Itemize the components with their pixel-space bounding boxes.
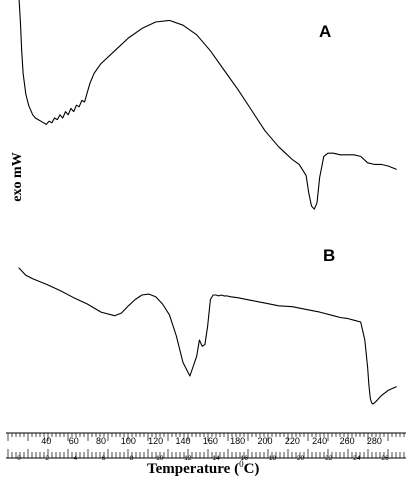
panel-a-label: A: [319, 22, 331, 41]
x-minor-tick-label: 12: [184, 455, 192, 462]
x-axis-label-tail: C): [244, 461, 260, 477]
x-tick-label: 80: [96, 436, 106, 446]
x-tick-label: 220: [285, 436, 300, 446]
x-tick-label: 40: [41, 436, 51, 446]
curves-group: [18, 0, 397, 405]
x-tick-label: 60: [69, 436, 79, 446]
panel-b-label: B: [323, 246, 335, 265]
x-minor-tick-label: 14: [212, 455, 220, 462]
x-tick-label: 100: [121, 436, 136, 446]
x-tick-label: 120: [148, 436, 163, 446]
y-axis-label: exo mW: [10, 152, 25, 201]
x-tick-label: 280: [367, 436, 382, 446]
x-tick-label: 160: [203, 436, 218, 446]
x-minor-tick-label: 16: [241, 455, 249, 462]
x-minor-tick-label: 6: [102, 455, 106, 462]
x-minor-tick-label: 0: [17, 455, 21, 462]
x-minor-tick-label: 22: [325, 455, 333, 462]
x-minor-tick-label: 18: [269, 455, 277, 462]
x-tick-label: 140: [175, 436, 190, 446]
x-axis-label-main: Temperature (: [147, 461, 239, 477]
x-tick-label: 200: [257, 436, 272, 446]
x-minor-tick-label: 26: [381, 455, 389, 462]
x-tick-label: 260: [340, 436, 355, 446]
x-minor-tick-label: 2: [45, 455, 49, 462]
x-tick-label: 240: [312, 436, 327, 446]
x-minor-tick-label: 4: [73, 455, 77, 462]
x-minor-tick-label: 10: [156, 455, 164, 462]
x-minor-tick-label: 24: [353, 455, 361, 462]
x-minor-tick-label: 8: [130, 455, 134, 462]
x-axis-label-sup: 0: [239, 459, 244, 469]
curve-a: [18, 0, 397, 210]
curve-b: [18, 267, 397, 405]
x-tick-label: 180: [230, 436, 245, 446]
x-axis-label: Temperature (0C): [147, 459, 259, 477]
x-minor-tick-label: 20: [297, 455, 305, 462]
